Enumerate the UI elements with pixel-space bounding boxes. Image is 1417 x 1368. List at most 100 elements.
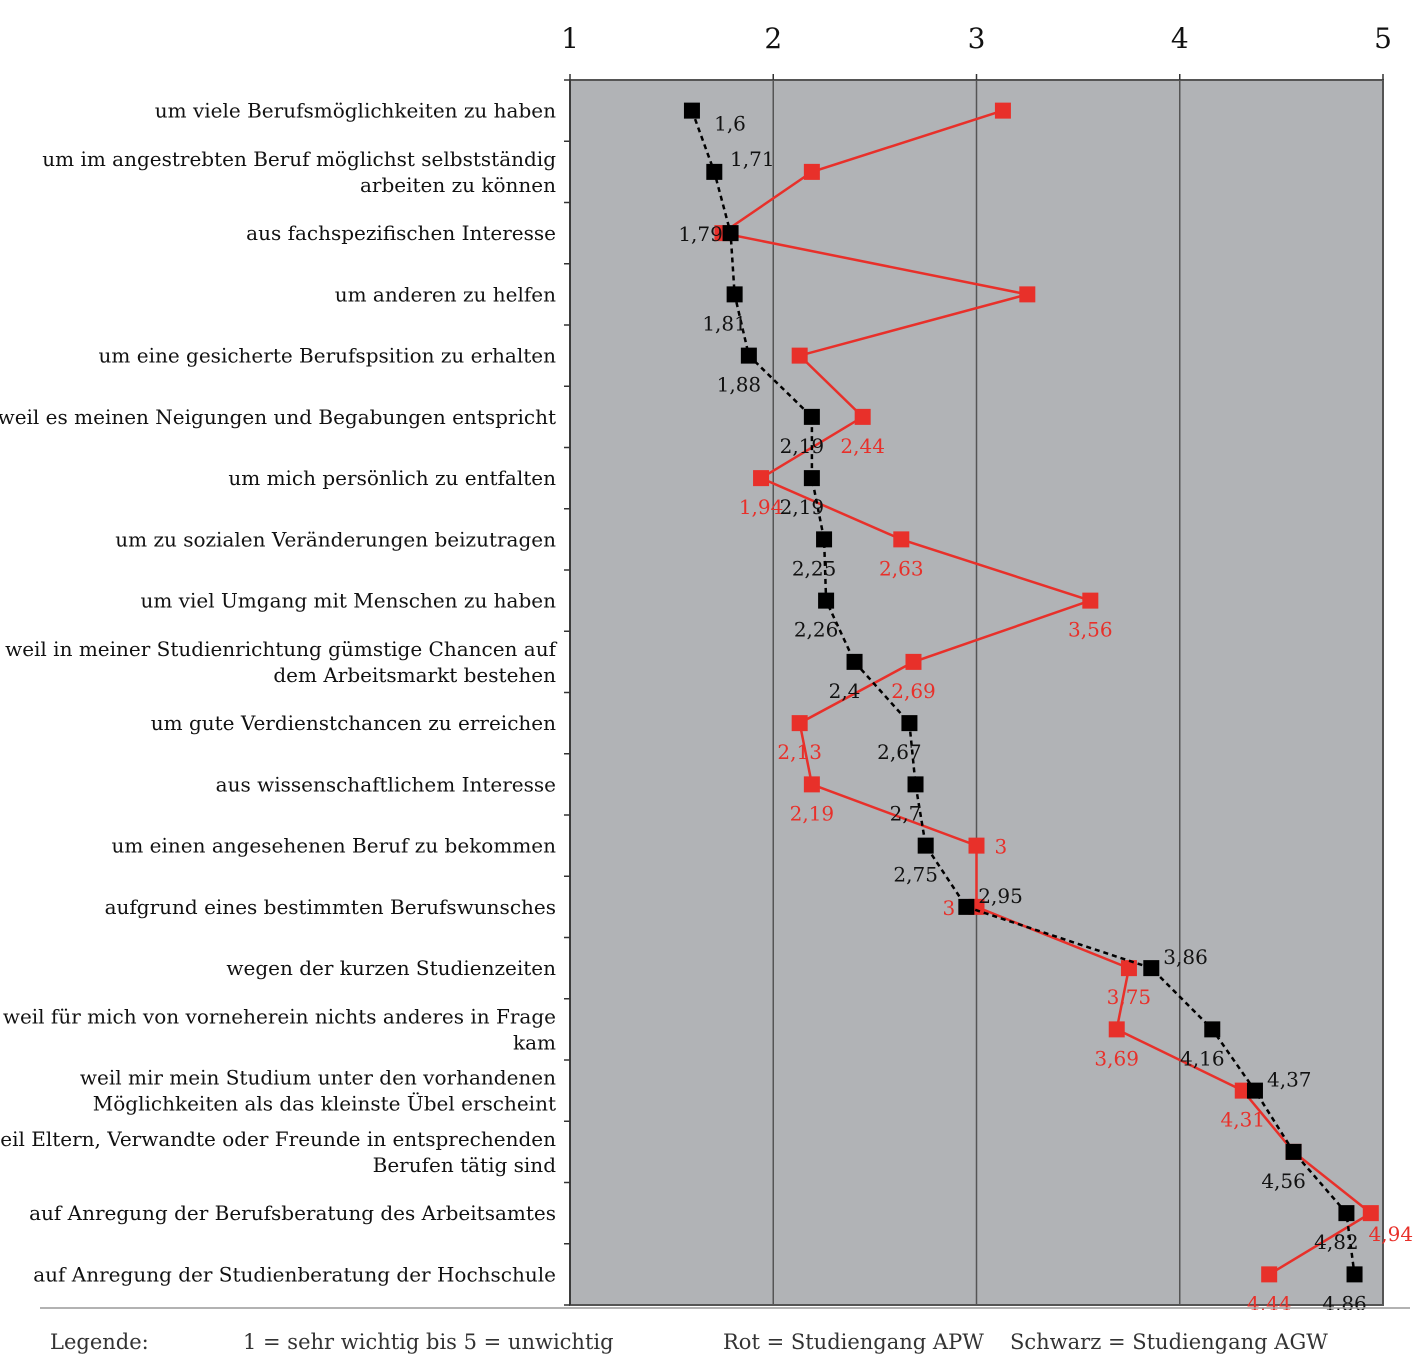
data-label: 2,19 <box>790 801 835 825</box>
data-point <box>917 837 934 854</box>
data-point <box>907 776 924 793</box>
category-label: um viel Umgang mit Menschen zu haben <box>140 589 556 613</box>
category-label: arbeiten zu können <box>360 173 556 197</box>
category-label: um einen angesehenen Beruf zu bekommen <box>111 834 556 858</box>
data-label: 2,19 <box>780 434 825 458</box>
category-label: auf Anregung der Berufsberatung des Arbe… <box>29 1201 556 1225</box>
data-point <box>1346 1266 1363 1283</box>
data-label: 3 <box>995 835 1008 859</box>
data-label: 2,7 <box>890 801 922 825</box>
data-point <box>706 163 723 180</box>
category-label: weil in meiner Studienrichtung gümstige … <box>5 637 558 661</box>
x-tick-label: 1 <box>561 22 579 55</box>
data-label: 4,44 <box>1247 1291 1292 1310</box>
data-label: 3,56 <box>1068 618 1113 642</box>
data-point <box>994 102 1011 119</box>
data-label: 2,95 <box>978 884 1023 908</box>
data-point <box>791 347 808 364</box>
data-label: 3,86 <box>1163 945 1208 969</box>
data-label: 4,94 <box>1369 1222 1414 1246</box>
chart: 1 2 3 4 5 um viele Berufsmöglichkeiten zu hab… <box>0 22 1414 1310</box>
data-point <box>1143 960 1160 977</box>
legend-scale: 1 = sehr wichtig bis 5 = unwichtig <box>243 1330 614 1354</box>
data-point <box>846 653 863 670</box>
data-point <box>1204 1021 1221 1038</box>
data-point <box>722 225 739 242</box>
data-point <box>1108 1021 1125 1038</box>
data-label: 4,16 <box>1180 1046 1225 1070</box>
data-label: 1,71 <box>730 147 775 171</box>
data-label: 3,75 <box>1107 985 1152 1009</box>
x-tick-label: 4 <box>1171 22 1189 55</box>
category-label: weil Eltern, Verwandte oder Freunde in e… <box>0 1127 556 1151</box>
data-point <box>905 653 922 670</box>
category-label: aus fachspezifischen Interesse <box>246 221 556 245</box>
series-black: 1,6 1,71 1,79 1,81 1,88 2,19 2,19 2,25 2,26 2,4 2,… <box>678 102 1367 1310</box>
x-tick-label: 5 <box>1374 22 1392 55</box>
category-label: um mich persönlich zu entfalten <box>228 466 556 490</box>
data-point <box>1285 1143 1302 1160</box>
data-label: 2,4 <box>829 679 861 703</box>
data-point <box>753 470 770 487</box>
category-label: weil es meinen Neigungen und Begabungen … <box>0 405 556 429</box>
data-point <box>740 347 757 364</box>
data-label: 2,75 <box>893 863 938 887</box>
data-label: 2,26 <box>794 618 839 642</box>
data-point <box>803 408 820 425</box>
data-point <box>1261 1266 1278 1283</box>
data-label: 3,69 <box>1094 1046 1139 1070</box>
data-point <box>726 286 743 303</box>
category-label: um zu sozialen Veränderungen beizutragen <box>115 527 556 551</box>
category-label: um viele Berufsmöglichkeiten zu haben <box>155 99 556 123</box>
data-point <box>958 898 975 915</box>
data-point <box>818 592 835 609</box>
legend-black-series: Schwarz = Studiengang AGW <box>1010 1330 1328 1354</box>
x-tick-label: 3 <box>968 22 986 55</box>
data-point <box>1019 286 1036 303</box>
data-label: 4,37 <box>1267 1068 1312 1092</box>
data-label: 4,31 <box>1221 1108 1266 1132</box>
data-label: 2,13 <box>777 740 822 764</box>
data-label: 2,44 <box>840 434 885 458</box>
category-label: auf Anregung der Studienberatung der Hoc… <box>33 1262 556 1286</box>
data-point <box>968 837 985 854</box>
data-label: 2,69 <box>891 679 936 703</box>
data-point <box>1082 592 1099 609</box>
category-label: um eine gesicherte Berufspsition zu erha… <box>99 344 557 368</box>
data-label: 4,86 <box>1322 1291 1367 1310</box>
data-point <box>803 470 820 487</box>
series-line <box>719 109 1373 1276</box>
category-label: kam <box>513 1030 556 1054</box>
data-point <box>1120 960 1137 977</box>
category-label: um gute Verdienstchancen zu erreichen <box>151 711 556 735</box>
data-point <box>1362 1205 1379 1222</box>
category-label: weil für mich von vorneherein nichts and… <box>3 1004 556 1028</box>
category-label: dem Arbeitsmarkt bestehen <box>273 663 556 687</box>
data-label: 1,6 <box>714 112 746 136</box>
category-label: um im angestrebten Beruf möglichst selbs… <box>42 147 556 171</box>
data-point <box>683 102 700 119</box>
data-point <box>816 531 833 548</box>
data-point <box>1234 1082 1251 1099</box>
data-label: 2,19 <box>780 495 825 519</box>
data-point <box>1338 1205 1355 1222</box>
category-label: wegen der kurzen Studienzeiten <box>226 956 556 980</box>
data-point <box>1246 1082 1263 1099</box>
category-label: aufgrund eines bestimmten Berufswunsches <box>105 895 556 919</box>
data-label: 2,67 <box>877 740 922 764</box>
category-label: Berufen tätig sind <box>373 1153 557 1177</box>
category-label: weil mir mein Studium unter den vorhande… <box>80 1066 556 1090</box>
data-point <box>901 715 918 732</box>
data-label: 1,81 <box>702 311 747 335</box>
data-label: 1,94 <box>739 495 784 519</box>
data-point <box>893 531 910 548</box>
data-point <box>854 408 871 425</box>
legend-prefix: Legende: <box>50 1330 149 1354</box>
data-label: 2,63 <box>879 556 924 580</box>
data-label: 1,79 <box>678 222 723 246</box>
series-line <box>690 110 1356 1275</box>
category-label: Möglichkeiten als das kleinste Übel ersc… <box>93 1091 556 1116</box>
data-label: 3 <box>943 896 956 920</box>
data-label: 4,56 <box>1261 1169 1306 1193</box>
category-label: um anderen zu helfen <box>335 282 556 306</box>
